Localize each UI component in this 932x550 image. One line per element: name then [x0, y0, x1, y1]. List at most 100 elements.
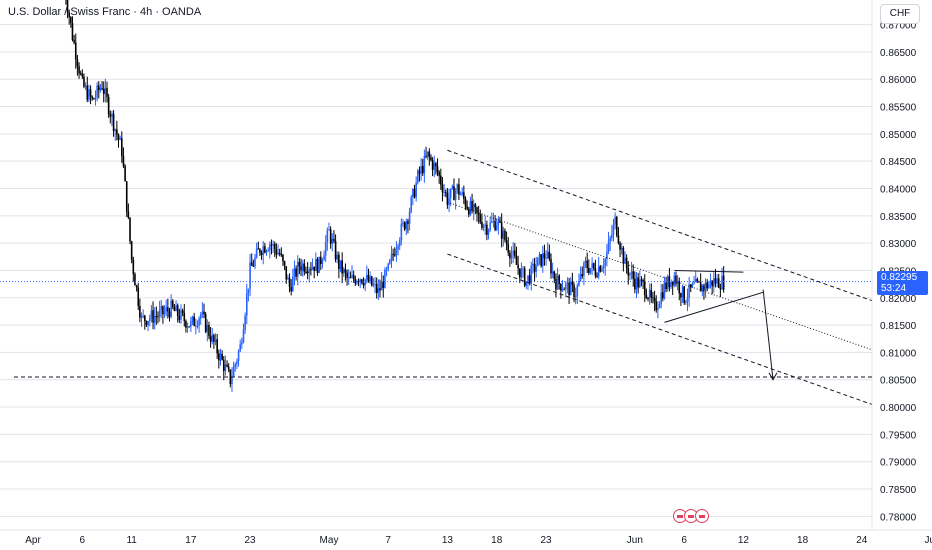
candle-body [339, 260, 342, 270]
candle-body [568, 282, 570, 296]
candle-body [489, 222, 491, 230]
candle-body [356, 281, 358, 284]
x-tick-label: 23 [245, 535, 257, 546]
candle-body [448, 198, 450, 205]
candle-body [382, 281, 385, 289]
x-tick-label: May [320, 535, 339, 546]
candle-body [195, 325, 197, 327]
candle-body [639, 279, 641, 288]
candle-body [648, 289, 651, 299]
candle-body [535, 266, 537, 272]
candle-body [107, 97, 110, 115]
candle-body [247, 288, 250, 294]
candle-body [206, 325, 209, 332]
candle-body [446, 192, 449, 205]
candle-body [551, 271, 554, 274]
candle-body [188, 326, 191, 328]
candle-body [257, 248, 260, 250]
candle-body [630, 271, 633, 274]
candle-body [474, 204, 477, 208]
candle-body [180, 310, 182, 320]
candle-body [458, 184, 460, 195]
flag-icon[interactable] [695, 509, 709, 523]
candle-body [244, 315, 246, 330]
candle-body [354, 279, 357, 284]
economic-events[interactable] [673, 509, 709, 525]
candle-body [678, 280, 681, 294]
candle-body [533, 263, 536, 272]
candle-body [548, 251, 551, 260]
candle-body [125, 181, 128, 212]
candle-body [443, 191, 445, 193]
candle-body [211, 334, 214, 342]
candle-body [359, 279, 362, 282]
candle-body [357, 281, 360, 283]
candle-body [175, 305, 177, 311]
candle-body [637, 277, 639, 288]
candle-body [584, 260, 587, 263]
candle-body [262, 246, 265, 255]
candle-body [306, 271, 309, 274]
candle-body [150, 310, 153, 319]
candle-body [444, 191, 447, 193]
candle-body [269, 244, 271, 251]
candle-body [397, 245, 399, 250]
y-tick-label: 0.85500 [880, 103, 917, 114]
candle-body [351, 274, 353, 278]
candle-body [528, 275, 531, 284]
candle-body [538, 254, 541, 258]
candle-body [683, 286, 685, 303]
candle-body [517, 264, 519, 269]
candle-body [604, 259, 607, 267]
candle-body [74, 42, 77, 60]
candle-body [497, 221, 500, 226]
candle-body [285, 266, 288, 280]
candle-body [420, 165, 422, 174]
candle-body [352, 274, 355, 280]
candle-body [660, 292, 662, 305]
candle-body [686, 297, 689, 302]
candle-body [99, 88, 102, 91]
candle-body [329, 229, 332, 244]
candle-body [615, 216, 618, 236]
candle-body [245, 293, 248, 316]
last-price-tag: 0.82295 53:24 [877, 271, 928, 295]
candle-body [367, 274, 370, 282]
candle-body [116, 129, 118, 135]
x-tick-label: Jun [627, 535, 643, 546]
y-tick-label: 0.78500 [880, 485, 917, 496]
candle-body [436, 166, 439, 173]
candle-body [662, 292, 664, 299]
candle-body [310, 269, 312, 271]
symbol-title: U.S. Dollar / Swiss Franc · 4h · OANDA [8, 6, 202, 18]
candle-body [602, 266, 605, 269]
candle-body [272, 243, 274, 246]
candle-body [364, 279, 366, 286]
candle-body [287, 277, 289, 280]
flag-icon[interactable] [684, 509, 698, 523]
candle-body [545, 257, 547, 259]
candle-body [537, 257, 539, 267]
candle-body [346, 272, 348, 278]
candle-body [440, 175, 442, 185]
candle-body [423, 155, 426, 174]
candle-body [403, 222, 406, 230]
currency-button[interactable]: CHF [880, 4, 920, 24]
candle-body [691, 283, 694, 288]
candle-body [96, 85, 98, 98]
candle-body [642, 280, 644, 282]
candle-body [242, 329, 245, 343]
candle-body [236, 361, 238, 364]
candle-body [655, 301, 658, 311]
candle-body [168, 311, 171, 317]
candle-body [341, 260, 343, 274]
y-tick-label: 0.82000 [880, 294, 917, 305]
bar-countdown: 53:24 [881, 283, 907, 294]
candle-body [466, 206, 468, 209]
candle-body [191, 316, 194, 322]
candle-body [216, 339, 218, 354]
candle-body [558, 275, 561, 284]
candle-body [76, 59, 79, 67]
x-tick-label: 13 [442, 535, 454, 546]
